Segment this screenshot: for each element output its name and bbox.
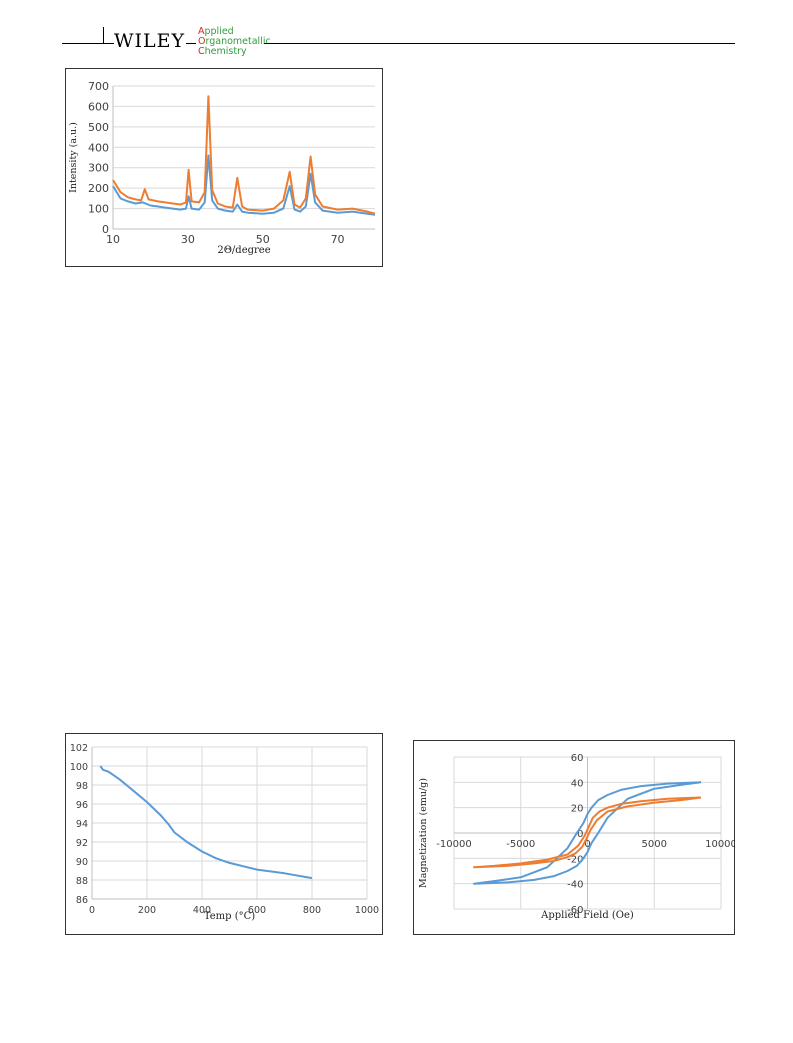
x-tick-label: 0 [89,905,95,916]
y-tick-label: 94 [76,819,88,830]
x-tick-label: 50 [256,233,270,246]
y-tick-label: 90 [76,857,88,868]
journal-cap-c: C [198,46,205,57]
xrd-chart: 0 100 200 300 400 500 600 700 10 30 50 70 2Θ/degree I… [68,80,376,256]
series-line-0 [112,154,376,216]
tga-chart: 86 88 90 92 94 96 98 100 102 0 200 400 600 800 1000 Tem… [70,743,379,922]
header-rule-right [264,43,735,44]
series-line-0 [473,781,702,885]
x-axis-label: Applied Field (Oe) [540,910,634,921]
vsm-figure: -60 -40 -20 0 20 40 60 -10000 -5000 0 5000 10000 App… [413,740,737,935]
y-tick-label: 700 [88,80,109,93]
y-tick-label: 400 [88,141,109,154]
journal-cap-a: A [198,26,205,37]
header-rule-left [62,43,114,44]
y-axis-label: Magnetization (emu/g) [418,778,429,888]
y-tick-label: 300 [88,162,109,175]
x-tick-label: 800 [303,905,321,916]
x-tick-label: 1000 [355,905,379,916]
x-tick-label: 200 [138,905,156,916]
y-tick-label: 40 [571,778,584,789]
y-tick-label: -40 [567,880,583,891]
series-line-0 [99,765,313,880]
y-tick-label: 100 [70,762,88,773]
x-tick-label: 70 [331,233,345,246]
header-rule-middle [186,43,196,44]
journal-line2: rganometallic [205,36,271,47]
x-axis-label: Temp (°C) [204,911,255,922]
x-tick-label: 0 [584,839,590,850]
journal-name: Applied Organometallic Chemistry [198,27,271,57]
y-tick-label: 92 [76,838,88,849]
y-tick-label: 88 [76,876,88,887]
x-tick-label: 600 [248,905,266,916]
wiley-logo: WILEY [114,30,186,52]
header-tick [103,27,104,43]
x-tick-label: 5000 [642,839,667,850]
journal-cap-o: O [198,36,206,47]
y-tick-label: 600 [88,100,109,113]
y-tick-label: -20 [567,854,583,865]
journal-line3: hemistry [204,46,247,57]
x-tick-label: -5000 [506,839,535,850]
x-tick-label: 10000 [705,839,734,850]
tga-figure: 86 88 90 92 94 96 98 100 102 0 200 400 600 800 1000 Tem… [65,733,383,935]
y-tick-label: 60 [571,753,584,764]
journal-line1: pplied [204,26,234,37]
y-tick-label: 96 [76,800,88,811]
x-tick-label: 400 [193,905,211,916]
xrd-figure: 0 100 200 300 400 500 600 700 10 30 50 70 2Θ/degree I… [65,68,383,267]
y-tick-label: 0 [102,223,109,236]
series-line-1 [112,95,376,215]
y-tick-label: 102 [70,743,88,754]
x-tick-label: 10 [106,233,120,246]
y-tick-label: 200 [88,182,109,195]
y-tick-label: 86 [76,895,88,906]
x-tick-label: 30 [181,233,195,246]
y-tick-label: -60 [567,905,583,916]
y-tick-label: 0 [577,829,583,840]
series-line-1 [473,796,702,869]
y-tick-label: 20 [571,804,584,815]
y-tick-label: 98 [76,781,88,792]
y-tick-label: 500 [88,121,109,134]
x-axis-label: 2Θ/degree [217,245,270,256]
y-axis-label: Intensity (a.u.) [68,122,79,193]
x-tick-label: -10000 [436,839,471,850]
y-tick-label: 100 [88,203,109,216]
